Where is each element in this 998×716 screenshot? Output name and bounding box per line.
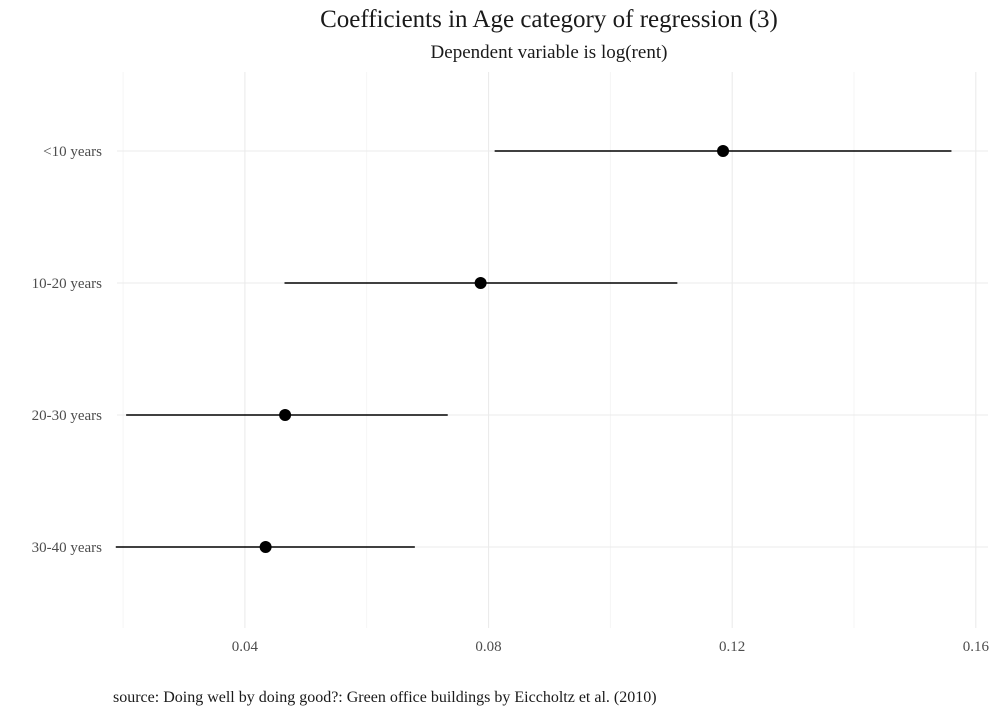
y-axis-tick-labels: <10 years 10-20 years 20-30 years 30-40 yea…	[32, 144, 103, 556]
coefficient-points	[259, 145, 730, 553]
coefficient-point-2	[279, 409, 292, 421]
y-tick-label-1: 10-20 years	[32, 276, 103, 292]
x-tick-label-2: 0.12	[719, 639, 745, 655]
coefficient-point-3	[259, 541, 272, 553]
chart-caption: source: Doing well by doing good?: Green…	[113, 689, 657, 706]
y-tick-label-3: 30-40 years	[32, 540, 103, 556]
chart-title: Coefficients in Age category of regressi…	[320, 6, 778, 33]
coefficient-point-0	[717, 145, 730, 157]
x-tick-label-1: 0.08	[475, 639, 501, 655]
minor-gridlines	[122, 72, 855, 628]
chart-subtitle: Dependent variable is log(rent)	[431, 42, 668, 63]
confidence-intervals	[115, 150, 952, 548]
major-gridlines	[117, 72, 988, 628]
x-tick-label-3: 0.16	[963, 639, 990, 655]
x-axis-tick-labels: 0.04 0.08 0.12 0.16	[232, 639, 990, 655]
y-tick-label-2: 20-30 years	[32, 408, 103, 424]
y-tick-label-0: <10 years	[43, 144, 102, 160]
coefficient-point-1	[474, 277, 487, 289]
x-tick-label-0: 0.04	[232, 639, 259, 655]
